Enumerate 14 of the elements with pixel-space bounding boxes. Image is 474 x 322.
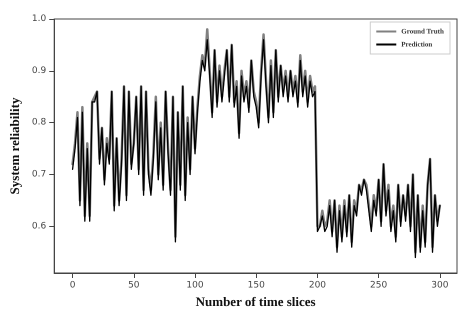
y-tick-label: 0.7 xyxy=(32,170,46,180)
y-tick-label: 0.9 xyxy=(32,66,46,76)
x-tick-label: 300 xyxy=(431,280,449,290)
y-tick-label: 1.0 xyxy=(32,14,46,24)
x-tick-label: 150 xyxy=(248,280,266,290)
x-axis-title: Number of time slices xyxy=(196,294,316,309)
y-tick-label: 0.8 xyxy=(32,118,46,128)
x-tick-label: 250 xyxy=(370,280,388,290)
x-tick-label: 200 xyxy=(308,280,326,290)
y-axis-title: System reliability xyxy=(7,97,22,194)
x-tick-label: 50 xyxy=(128,280,140,290)
x-tick-label: 0 xyxy=(70,280,76,290)
y-tick-label: 0.6 xyxy=(32,221,46,232)
x-tick-label: 100 xyxy=(186,280,204,290)
